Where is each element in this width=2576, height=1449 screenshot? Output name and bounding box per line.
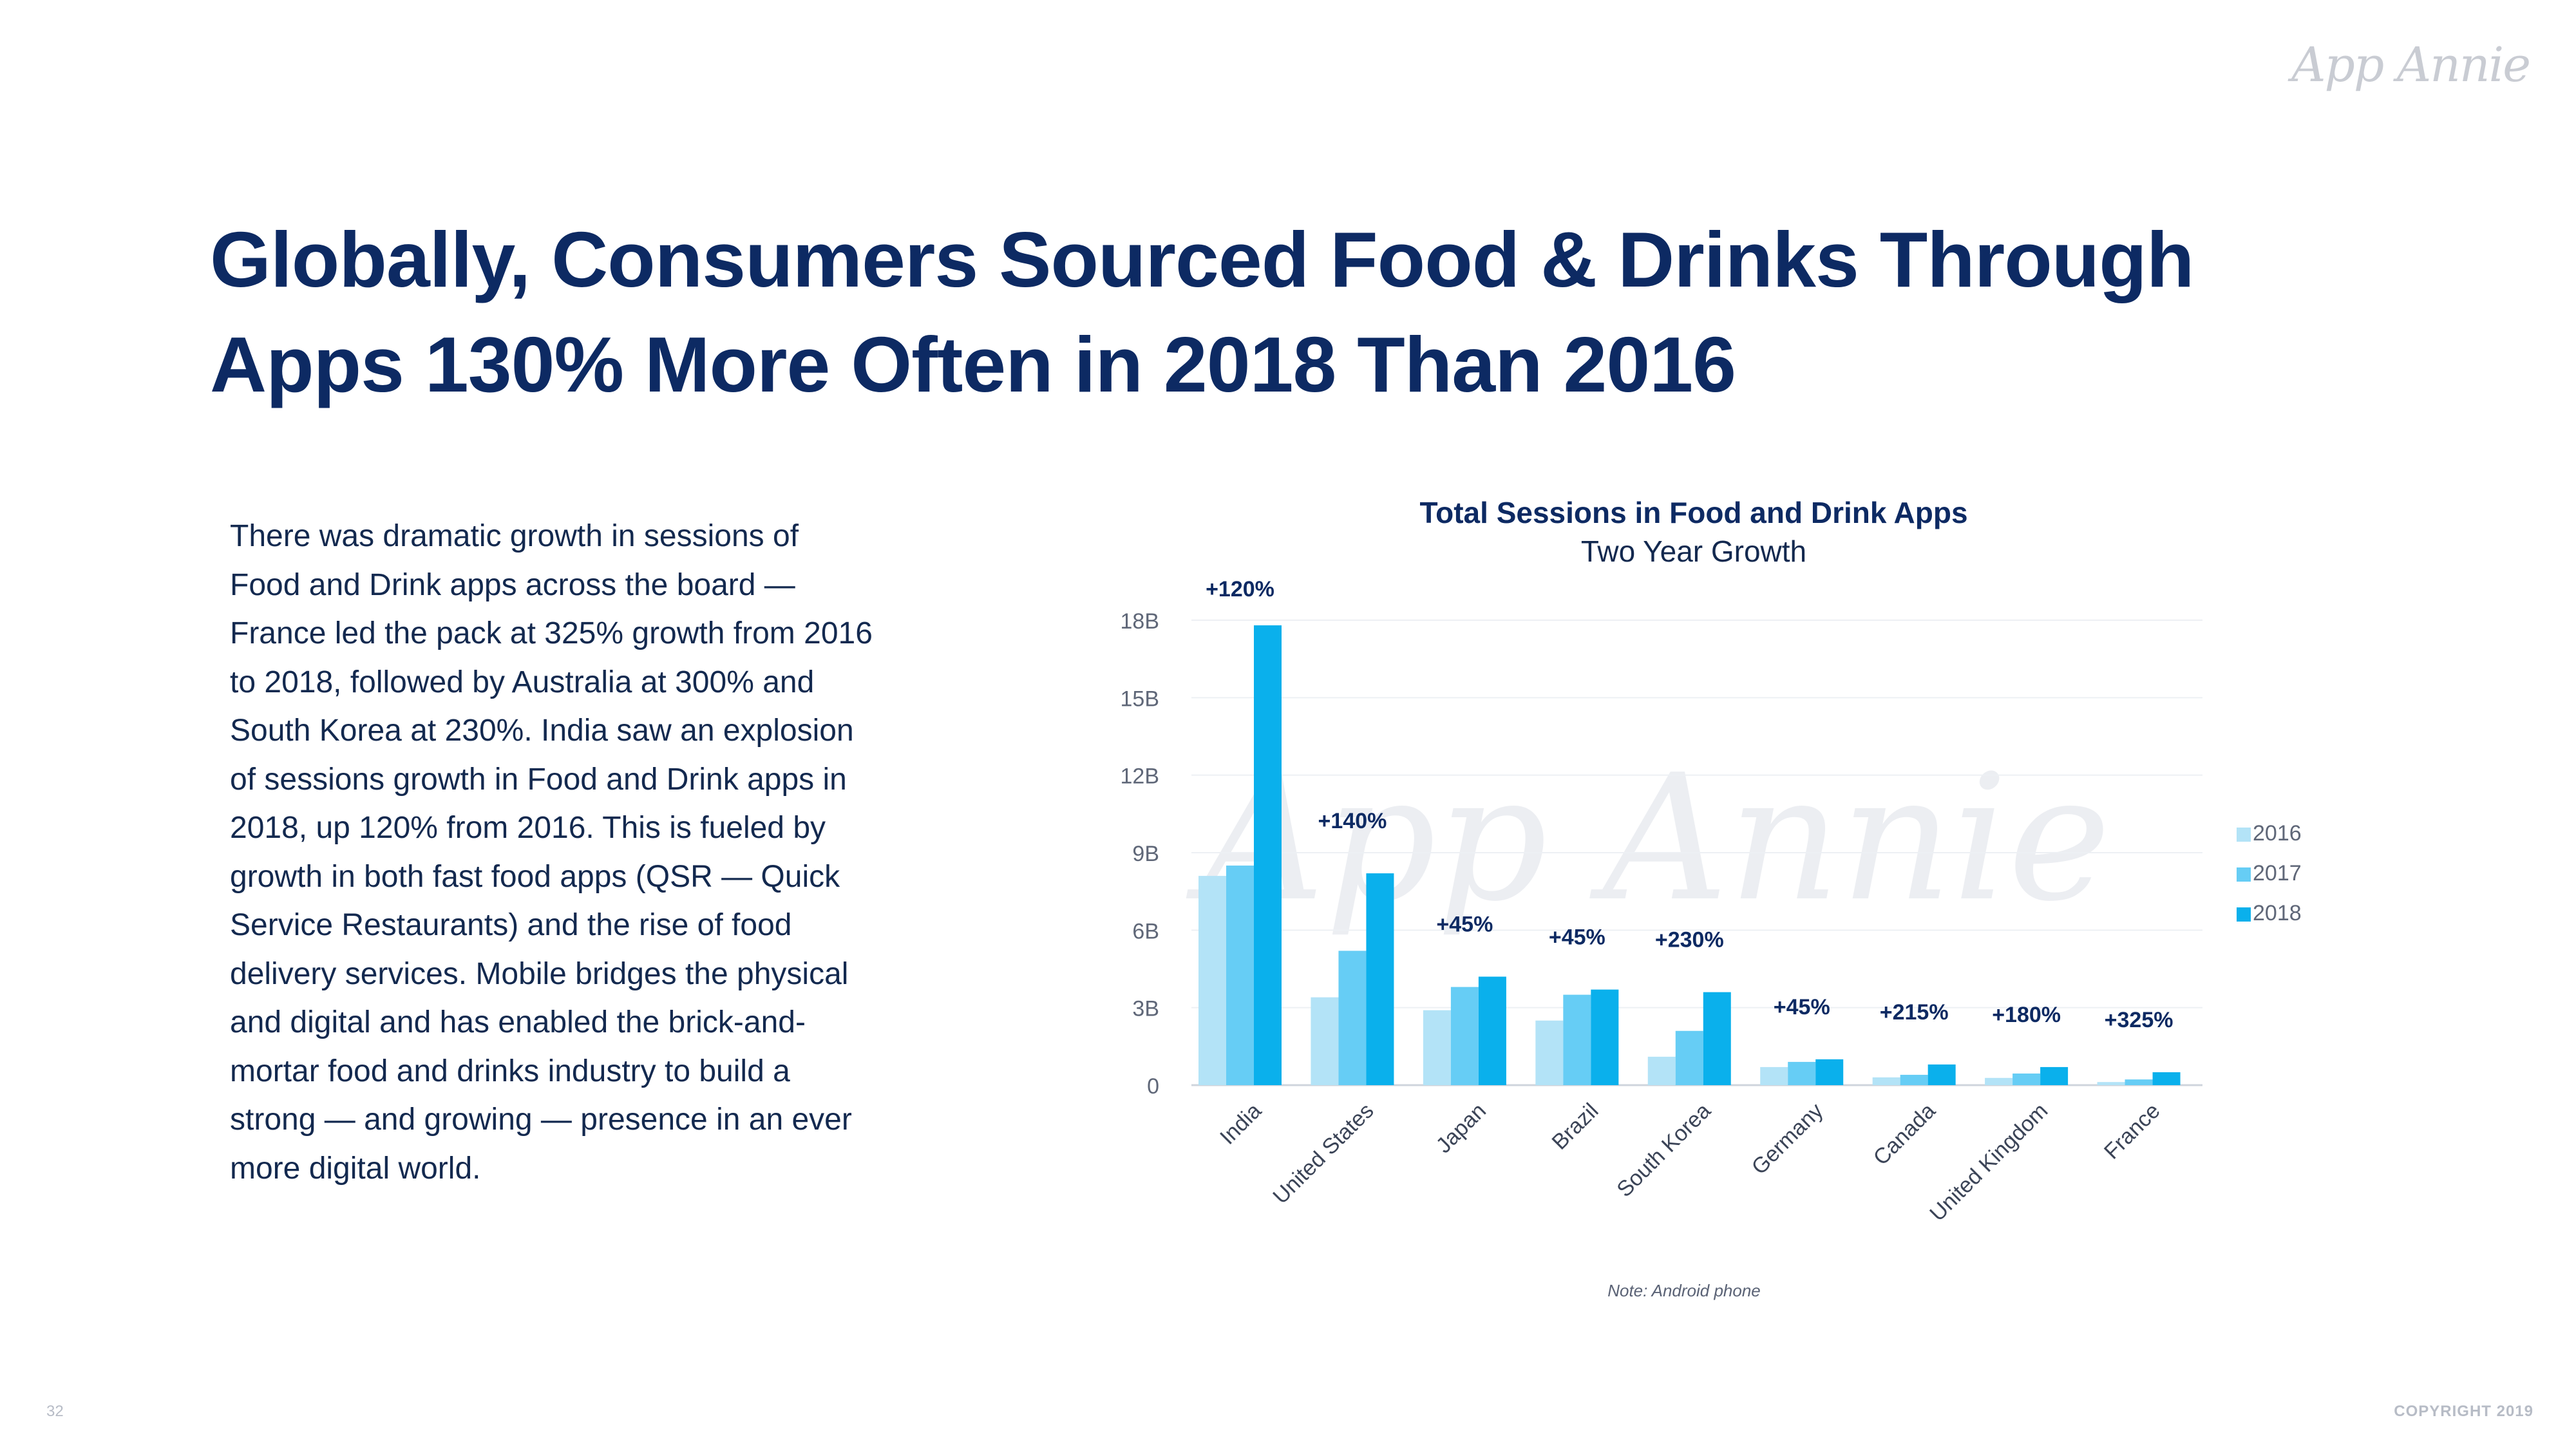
x-tick-label: United Kingdom <box>1925 1099 2052 1226</box>
legend-label: 2017 <box>2253 861 2302 886</box>
bar <box>1535 1020 1564 1085</box>
chart-title: Total Sessions in Food and Drink Apps <box>1419 496 1967 529</box>
growth-label: +140% <box>1318 809 1387 833</box>
y-tick-label: 12B <box>1121 764 1160 789</box>
chart-subtitle: Two Year Growth <box>1581 535 1806 568</box>
bar <box>1927 1064 1956 1085</box>
bar <box>1423 1010 1451 1085</box>
bar <box>2125 1079 2153 1085</box>
x-tick-label: Japan <box>1432 1099 1491 1158</box>
bar <box>1366 873 1394 1085</box>
bar <box>1563 994 1591 1085</box>
growth-label: +325% <box>2105 1008 2174 1032</box>
y-tick-label: 9B <box>1132 842 1159 866</box>
bar <box>1478 976 1506 1085</box>
legend-label: 2018 <box>2253 901 2302 925</box>
legend-label: 2016 <box>2253 821 2302 846</box>
bar <box>1760 1066 1788 1085</box>
bar <box>1985 1077 2013 1085</box>
bar <box>1900 1074 1928 1085</box>
y-tick-label: 0 <box>1147 1074 1159 1099</box>
bar <box>1703 992 1731 1085</box>
bar <box>2097 1082 2125 1085</box>
bar <box>1647 1056 1676 1085</box>
copyright-notice: COPYRIGHT 2019 <box>2394 1403 2533 1420</box>
bar <box>1226 866 1254 1085</box>
bar <box>2152 1072 2181 1085</box>
bar <box>2040 1066 2069 1085</box>
app-annie-logo: App Annie <box>2291 37 2531 93</box>
bar <box>1338 951 1367 1085</box>
bar <box>1450 987 1479 1085</box>
bar <box>1311 997 1339 1085</box>
page-number: 32 <box>46 1403 64 1420</box>
legend-swatch <box>2237 907 2251 922</box>
bar <box>1872 1077 1900 1085</box>
bar <box>1815 1059 1844 1085</box>
growth-label: +45% <box>1549 925 1605 950</box>
page-title: Globally, Consumers Sourced Food & Drink… <box>210 216 2194 408</box>
x-tick-label: Canada <box>1869 1099 1940 1170</box>
x-tick-label: France <box>2099 1099 2165 1164</box>
growth-label: +215% <box>1880 1000 1949 1025</box>
growth-label: +45% <box>1774 995 1830 1019</box>
x-tick-label: Germany <box>1747 1099 1828 1180</box>
bar <box>1254 625 1282 1085</box>
y-tick-label: 6B <box>1132 919 1159 943</box>
x-tick-label: Brazil <box>1547 1099 1603 1155</box>
y-tick-label: 18B <box>1121 609 1160 634</box>
bar <box>1675 1030 1703 1085</box>
x-tick-label: United States <box>1268 1099 1378 1209</box>
chart-note: Note: Android phone <box>1607 1281 1761 1300</box>
bar <box>1591 989 1619 1085</box>
x-tick-label: South Korea <box>1612 1099 1716 1202</box>
growth-label: +120% <box>1206 577 1274 601</box>
y-tick-label: 3B <box>1132 997 1159 1021</box>
y-tick-label: 15B <box>1121 687 1160 711</box>
growth-label: +180% <box>1992 1003 2061 1027</box>
bar <box>1788 1061 1816 1085</box>
legend-swatch <box>2237 867 2251 882</box>
growth-label: +45% <box>1436 913 1493 937</box>
bar <box>2012 1073 2041 1085</box>
x-tick-label: India <box>1215 1099 1266 1150</box>
app-annie-watermark: App Annie <box>1186 737 2110 940</box>
body-paragraph: There was dramatic growth in sessions of… <box>230 519 873 1186</box>
legend-swatch <box>2237 828 2251 842</box>
growth-label: +230% <box>1655 928 1724 952</box>
bar <box>1198 876 1226 1085</box>
